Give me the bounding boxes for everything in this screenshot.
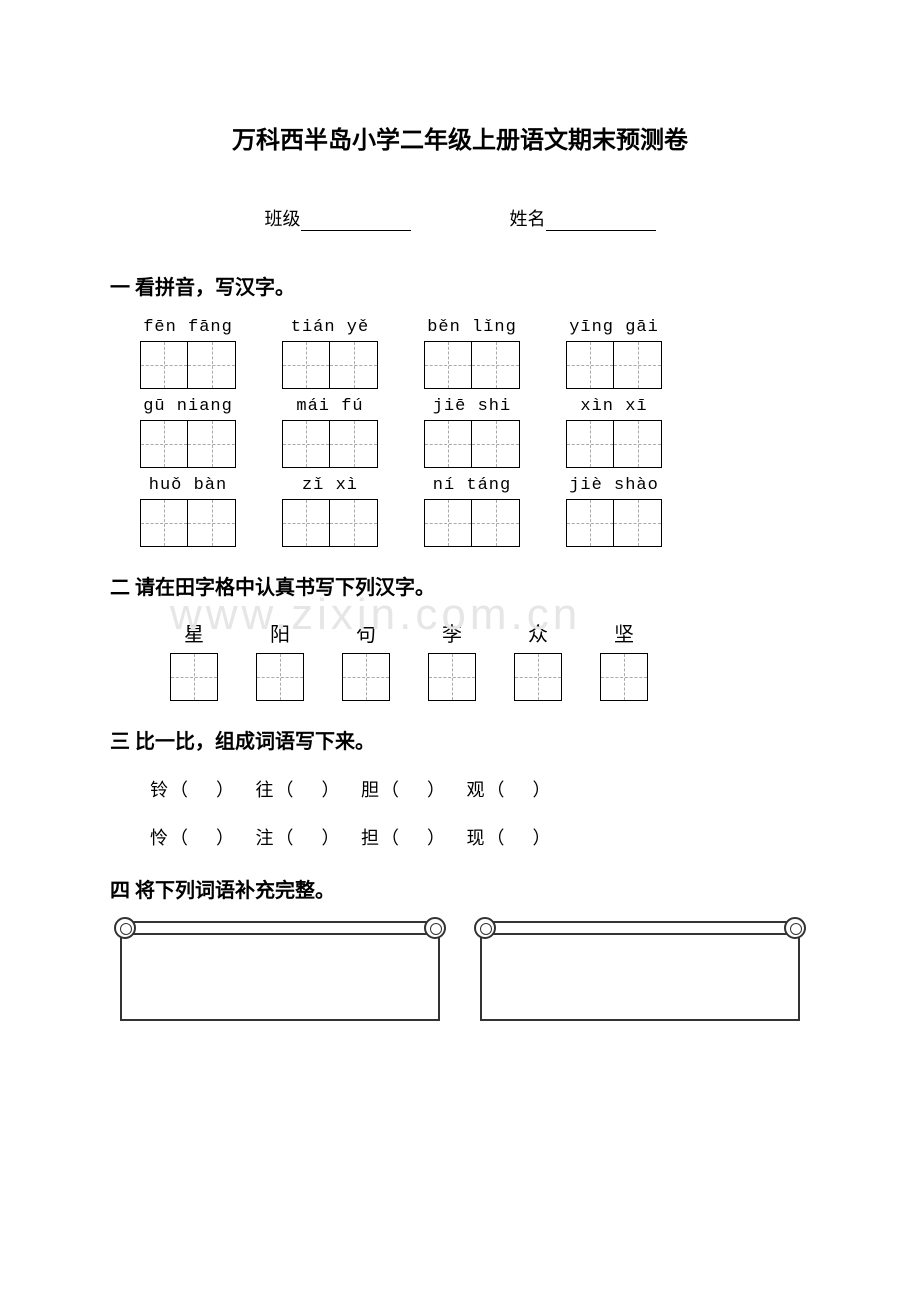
pinyin-item: zǐ xì <box>282 476 378 547</box>
tian-box[interactable] <box>428 653 476 701</box>
pinyin-item: jiē shi <box>424 397 520 468</box>
pinyin-label: jiē shi <box>433 397 511 416</box>
hanzi-char: 阳 <box>270 618 290 647</box>
tian-box[interactable] <box>170 653 218 701</box>
tian-pair[interactable] <box>424 420 520 468</box>
pinyin-item: mái fú <box>282 397 378 468</box>
tian-pair[interactable] <box>566 420 662 468</box>
tian-pair[interactable] <box>424 341 520 389</box>
hanzi-char: 句 <box>356 618 376 647</box>
class-blank[interactable] <box>301 230 411 231</box>
compare-rows: 铃（ ） 往（ ） 胆（ ） 观（ ） 怜（ ） 注（ ） 担（ ） 现（ ） <box>110 776 810 850</box>
hanzi-char: 坚 <box>614 618 634 647</box>
pinyin-label: mái fú <box>296 397 363 416</box>
tian-pair[interactable] <box>282 499 378 547</box>
pinyin-label: gū niang <box>143 397 233 416</box>
hanzi-char: 众 <box>528 618 548 647</box>
section-4-heading: 四 将下列词语补充完整。 <box>110 874 810 903</box>
tian-box[interactable] <box>342 653 390 701</box>
class-label: 班级 <box>265 209 301 229</box>
hanzi-row: 星 阳 句 李 众 坚 <box>110 618 810 701</box>
tian-pair[interactable] <box>140 499 236 547</box>
pinyin-label: yīng gāi <box>569 318 659 337</box>
scroll-box <box>120 921 440 1021</box>
tian-box[interactable] <box>514 653 562 701</box>
pinyin-label: huǒ bàn <box>149 476 227 495</box>
pinyin-row: huǒ bàn zǐ xì ní táng jiè shào <box>140 476 810 547</box>
pinyin-label: xìn xī <box>580 397 647 416</box>
tian-box[interactable] <box>600 653 648 701</box>
pinyin-row: fēn fāng tián yě běn lǐng yīng gāi <box>140 318 810 389</box>
hanzi-item: 星 <box>170 618 218 701</box>
tian-pair[interactable] <box>566 341 662 389</box>
pinyin-grid: fēn fāng tián yě běn lǐng yīng gāi gū ni… <box>110 318 810 547</box>
section-3-heading: 三 比一比，组成词语写下来。 <box>110 725 810 754</box>
pinyin-label: fēn fāng <box>143 318 233 337</box>
info-row: 班级 姓名 <box>110 205 810 231</box>
pinyin-label: běn lǐng <box>427 318 517 337</box>
pinyin-item: huǒ bàn <box>140 476 236 547</box>
pinyin-label: jiè shào <box>569 476 659 495</box>
hanzi-item: 阳 <box>256 618 304 701</box>
section-1-heading: 一 看拼音，写汉字。 <box>110 271 810 300</box>
pinyin-item: tián yě <box>282 318 378 389</box>
pinyin-item: gū niang <box>140 397 236 468</box>
scroll-bar <box>480 921 800 935</box>
tian-box[interactable] <box>256 653 304 701</box>
name-blank[interactable] <box>546 230 656 231</box>
hanzi-char: 李 <box>442 618 462 647</box>
pinyin-item: ní táng <box>424 476 520 547</box>
pinyin-item: jiè shào <box>566 476 662 547</box>
hanzi-char: 星 <box>184 618 204 647</box>
pinyin-item: yīng gāi <box>566 318 662 389</box>
pinyin-label: ní táng <box>433 476 511 495</box>
pinyin-item: fēn fāng <box>140 318 236 389</box>
name-label: 姓名 <box>510 209 546 229</box>
pinyin-item: běn lǐng <box>424 318 520 389</box>
hanzi-item: 坚 <box>600 618 648 701</box>
tian-pair[interactable] <box>140 341 236 389</box>
tian-pair[interactable] <box>140 420 236 468</box>
scroll-curl-icon <box>474 917 496 939</box>
pinyin-item: xìn xī <box>566 397 662 468</box>
scroll-curl-icon <box>784 917 806 939</box>
tian-pair[interactable] <box>282 341 378 389</box>
hanzi-item: 众 <box>514 618 562 701</box>
hanzi-item: 李 <box>428 618 476 701</box>
compare-line: 铃（ ） 往（ ） 胆（ ） 观（ ） <box>150 776 810 802</box>
tian-pair[interactable] <box>282 420 378 468</box>
scroll-box <box>480 921 800 1021</box>
tian-pair[interactable] <box>566 499 662 547</box>
scroll-row <box>110 921 810 1021</box>
pinyin-row: gū niang mái fú jiē shi xìn xī <box>140 397 810 468</box>
scroll-bar <box>120 921 440 935</box>
pinyin-label: zǐ xì <box>302 476 358 495</box>
section-2-heading: 二 请在田字格中认真书写下列汉字。 <box>110 571 810 600</box>
pinyin-label: tián yě <box>291 318 369 337</box>
hanzi-item: 句 <box>342 618 390 701</box>
scroll-curl-icon <box>424 917 446 939</box>
tian-pair[interactable] <box>424 499 520 547</box>
page-title: 万科西半岛小学二年级上册语文期末预测卷 <box>110 120 810 155</box>
scroll-curl-icon <box>114 917 136 939</box>
compare-line: 怜（ ） 注（ ） 担（ ） 现（ ） <box>150 824 810 850</box>
